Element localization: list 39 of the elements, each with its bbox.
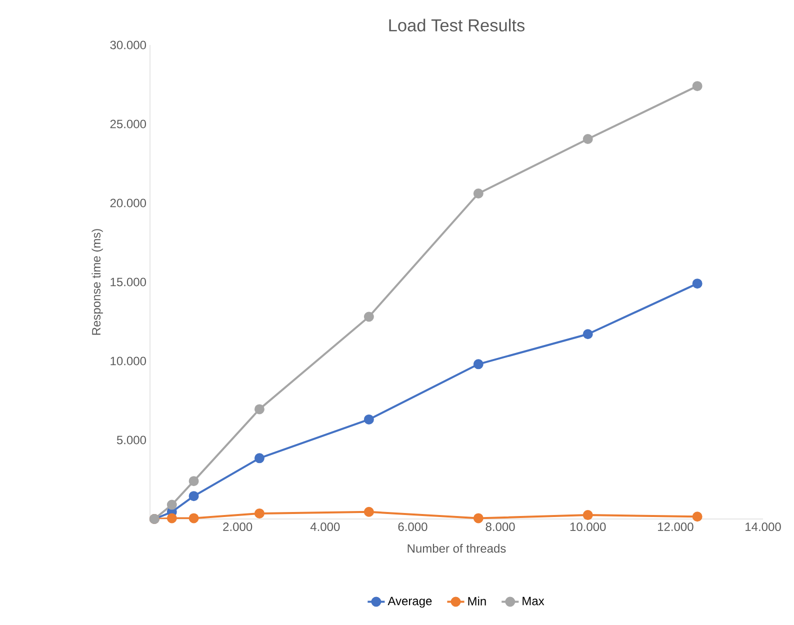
point bbox=[692, 278, 702, 289]
y-tick-label: 25.000 bbox=[110, 120, 146, 128]
x-axis-title: Number of threads bbox=[408, 544, 506, 553]
x-tick-label: 14.000 bbox=[746, 522, 781, 532]
point bbox=[364, 312, 374, 322]
point bbox=[582, 329, 593, 340]
x-tick-label: 2.000 bbox=[223, 522, 252, 532]
point bbox=[254, 404, 264, 414]
point bbox=[364, 414, 374, 424]
point bbox=[582, 134, 593, 144]
legend-label: Max bbox=[522, 596, 544, 606]
point bbox=[188, 513, 199, 524]
point bbox=[254, 453, 264, 464]
legend-label: Average bbox=[388, 596, 432, 608]
y-tick-label: 20.000 bbox=[110, 198, 146, 208]
point bbox=[692, 512, 702, 522]
y-tick-label: 10.000 bbox=[110, 356, 146, 366]
x-tick-label: 10.000 bbox=[570, 522, 606, 532]
y-tick-label: 30.000 bbox=[110, 40, 146, 50]
point bbox=[166, 500, 177, 510]
x-tick-label: 12.000 bbox=[658, 522, 694, 532]
point bbox=[582, 510, 593, 520]
point bbox=[473, 359, 484, 370]
y-axis-title: Response time (ms) bbox=[92, 229, 103, 335]
point bbox=[473, 188, 484, 199]
point bbox=[692, 81, 702, 92]
point bbox=[254, 508, 264, 518]
x-tick-label: 8.000 bbox=[486, 522, 515, 532]
point bbox=[188, 476, 199, 486]
x-tick-label: 4.000 bbox=[310, 522, 340, 532]
point bbox=[166, 513, 177, 524]
point bbox=[188, 491, 199, 502]
x-tick-label: 6.000 bbox=[398, 522, 428, 532]
legend-label: Min bbox=[468, 596, 486, 606]
point bbox=[364, 506, 374, 517]
chart-title: Load Test Results bbox=[389, 18, 525, 32]
y-tick-label: 15.000 bbox=[110, 278, 146, 286]
y-tick-label: 5.000 bbox=[116, 436, 146, 444]
point bbox=[473, 513, 484, 524]
